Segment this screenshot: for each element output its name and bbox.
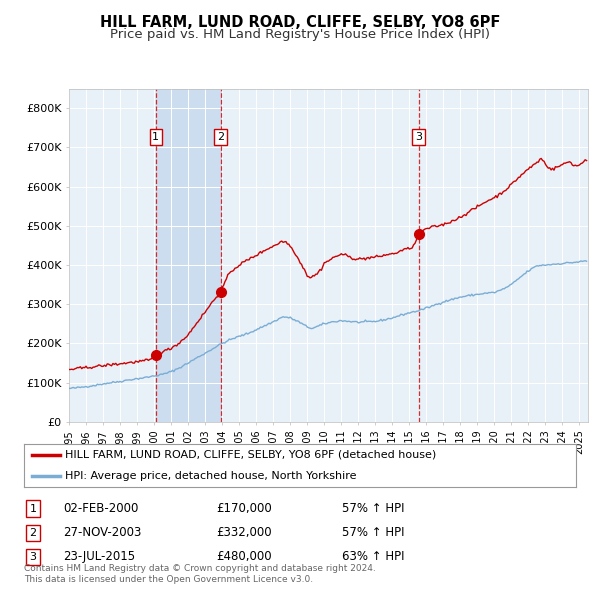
Text: Contains HM Land Registry data © Crown copyright and database right 2024.: Contains HM Land Registry data © Crown c… [24, 565, 376, 573]
Text: 1: 1 [29, 504, 37, 513]
Text: HPI: Average price, detached house, North Yorkshire: HPI: Average price, detached house, Nort… [65, 471, 357, 481]
Text: 02-FEB-2000: 02-FEB-2000 [63, 502, 139, 515]
Text: 23-JUL-2015: 23-JUL-2015 [63, 550, 135, 563]
Bar [156, 88, 221, 422]
Text: 2: 2 [29, 528, 37, 537]
Text: 63% ↑ HPI: 63% ↑ HPI [342, 550, 404, 563]
Text: 57% ↑ HPI: 57% ↑ HPI [342, 502, 404, 515]
Text: 2: 2 [217, 132, 224, 142]
Text: 27-NOV-2003: 27-NOV-2003 [63, 526, 142, 539]
Text: £170,000: £170,000 [216, 502, 272, 515]
Text: HILL FARM, LUND ROAD, CLIFFE, SELBY, YO8 6PF: HILL FARM, LUND ROAD, CLIFFE, SELBY, YO8… [100, 15, 500, 30]
Text: Price paid vs. HM Land Registry's House Price Index (HPI): Price paid vs. HM Land Registry's House … [110, 28, 490, 41]
Text: £480,000: £480,000 [216, 550, 272, 563]
Text: 3: 3 [29, 552, 37, 562]
Text: 57% ↑ HPI: 57% ↑ HPI [342, 526, 404, 539]
Text: 3: 3 [415, 132, 422, 142]
Text: HILL FARM, LUND ROAD, CLIFFE, SELBY, YO8 6PF (detached house): HILL FARM, LUND ROAD, CLIFFE, SELBY, YO8… [65, 450, 437, 460]
Text: 1: 1 [152, 132, 159, 142]
Text: £332,000: £332,000 [216, 526, 272, 539]
Text: This data is licensed under the Open Government Licence v3.0.: This data is licensed under the Open Gov… [24, 575, 313, 584]
